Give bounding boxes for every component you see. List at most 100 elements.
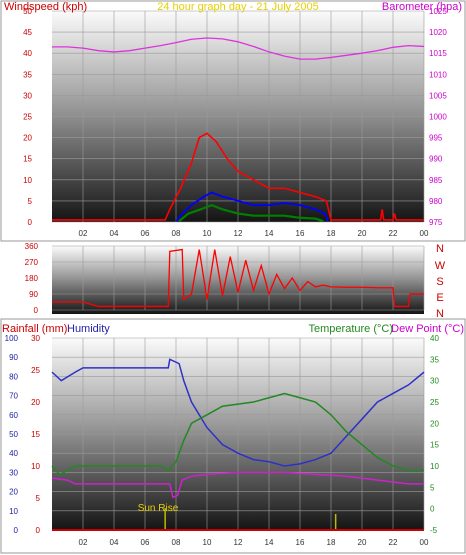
dew-point-c-line (51, 392, 424, 476)
bottom-x-tick-label: 12 (234, 538, 243, 547)
rainfall-tick-label: 15 (31, 430, 40, 439)
bottom-x-tick-label: 14 (265, 538, 274, 547)
windspeed-barometer-chart: 0510152025303540455097598098599099510001… (0, 0, 466, 242)
top-x-tick-label: 22 (389, 229, 398, 238)
temperature-tick-label: 40 (430, 334, 439, 343)
rainfall-tick-label: 30 (31, 334, 40, 343)
top-x-tick-label: 04 (110, 229, 119, 238)
temperature-c-line (51, 358, 425, 467)
compass-letter-n-top: N (436, 243, 444, 255)
temperature-tick-label: 5 (430, 483, 435, 492)
direction-tick-label: 90 (29, 290, 38, 299)
bottom-x-tick-label: 06 (141, 538, 150, 547)
windspeed-tick-label: 0 (28, 218, 33, 227)
top-x-tick-label: 00 (420, 229, 429, 238)
top-x-tick-label: 08 (172, 229, 181, 238)
humidity-tick-label: 10 (9, 507, 18, 516)
bottom-x-tick-label: 02 (79, 538, 88, 547)
bottom-x-tick-label: 20 (358, 538, 367, 547)
wind-direction-line (52, 248, 424, 308)
bottom-x-tick-label: 00 (420, 538, 429, 547)
temperature-tick-label: 35 (430, 355, 439, 364)
barometer-tick-label: 975 (429, 218, 443, 227)
wind-direction-chart: 0 90 180 270 360 N W S E N (25, 242, 446, 320)
temperature-tick-label: 20 (430, 419, 439, 428)
top-x-tick-label: 12 (234, 229, 243, 238)
direction-tick-label: 270 (25, 258, 39, 267)
windspeed-tick-label: 10 (23, 176, 32, 185)
rainfall-tick-label: 10 (31, 462, 40, 471)
humidity-tick-label: 30 (9, 468, 18, 477)
temperature-axis-title: Temperature (°C) (309, 323, 393, 335)
humidity-tick-label: 50 (9, 430, 18, 439)
direction-tick-label: 180 (25, 274, 39, 283)
windspeed-tick-label: 5 (28, 197, 33, 206)
windspeed-tick-label: 45 (23, 28, 32, 37)
rainfall-tick-label: 0 (36, 526, 41, 535)
humidity-tick-label: 100 (5, 334, 19, 343)
rainfall-axis-title: Rainfall (mm) (2, 323, 67, 335)
barometer-tick-label: 1025 (429, 7, 447, 16)
barometer-tick-label: 1010 (429, 70, 447, 79)
bottom-x-tick-label: 10 (203, 538, 212, 547)
direction-tick-label: 0 (34, 306, 39, 315)
barometer-tick-label: 1015 (429, 49, 447, 58)
sunrise-annotation-label: Sun Rise (138, 503, 179, 514)
average-wind-line (178, 203, 324, 223)
top-x-tick-label: 16 (296, 229, 305, 238)
top-x-tick-label: 18 (327, 229, 336, 238)
dewpoint-axis-title: Dew Point (°C) (391, 323, 464, 335)
barometer-axis-title: Barometer (hpa) (382, 1, 462, 13)
barometer-tick-label: 990 (429, 155, 443, 164)
bottom-x-tick-label: 16 (296, 538, 305, 547)
humidity-tick-label: 20 (9, 488, 18, 497)
chart-title: 24 hour graph day - 21 July 2005 (157, 1, 318, 13)
windspeed-tick-label: 20 (23, 134, 32, 143)
rainfall-tick-label: 25 (31, 366, 40, 375)
compass-letter-n-bottom: N (436, 308, 444, 320)
wind-speed-line (52, 132, 424, 221)
humidity-axis-title: Humidity (67, 323, 110, 335)
windspeed-tick-label: 50 (23, 7, 32, 16)
bottom-x-tick-label: 22 (389, 538, 398, 547)
windspeed-axis-title: Windspeed (kph) (4, 1, 87, 13)
compass-letter-w: W (435, 260, 446, 272)
top-x-tick-label: 10 (203, 229, 212, 238)
top-x-tick-label: 02 (79, 229, 88, 238)
top-x-tick-label: 06 (141, 229, 150, 238)
humidity-tick-label: 80 (9, 372, 18, 381)
direction-tick-label: 360 (25, 242, 39, 251)
gust-line (175, 191, 329, 222)
barometer-hpa-line (52, 37, 425, 60)
barometer-tick-label: 985 (429, 176, 443, 185)
rainfall-tick-label: 20 (31, 398, 40, 407)
top-x-tick-label: 20 (358, 229, 367, 238)
barometer-tick-label: 980 (429, 197, 443, 206)
humidity-tick-label: 90 (9, 353, 18, 362)
humidity-tick-label: 0 (14, 526, 19, 535)
humidity-line (51, 471, 424, 499)
barometer-tick-label: 1020 (429, 28, 447, 37)
bottom-x-tick-label: 04 (110, 538, 119, 547)
compass-letter-e: E (436, 292, 443, 304)
temperature-tick-label: 0 (430, 505, 435, 514)
windspeed-tick-label: 40 (23, 49, 32, 58)
humidity-tick-label: 70 (9, 392, 18, 401)
temperature-humidity-chart: 0102030405060708090100051015202530-50510… (0, 318, 466, 554)
temperature-tick-label: 10 (430, 462, 439, 471)
compass-letter-s: S (436, 276, 443, 288)
barometer-tick-label: 1000 (429, 113, 447, 122)
windspeed-tick-label: 35 (23, 70, 32, 79)
humidity-tick-label: 60 (9, 411, 18, 420)
windspeed-tick-label: 30 (23, 91, 32, 100)
temperature-tick-label: 30 (430, 377, 439, 386)
temperature-tick-label: 15 (430, 441, 439, 450)
rainfall-tick-label: 5 (36, 494, 41, 503)
bottom-x-tick-label: 18 (327, 538, 336, 547)
bottom-x-tick-label: 08 (172, 538, 181, 547)
barometer-tick-label: 995 (429, 134, 443, 143)
temperature-tick-label: -5 (430, 526, 438, 535)
windspeed-tick-label: 15 (23, 155, 32, 164)
